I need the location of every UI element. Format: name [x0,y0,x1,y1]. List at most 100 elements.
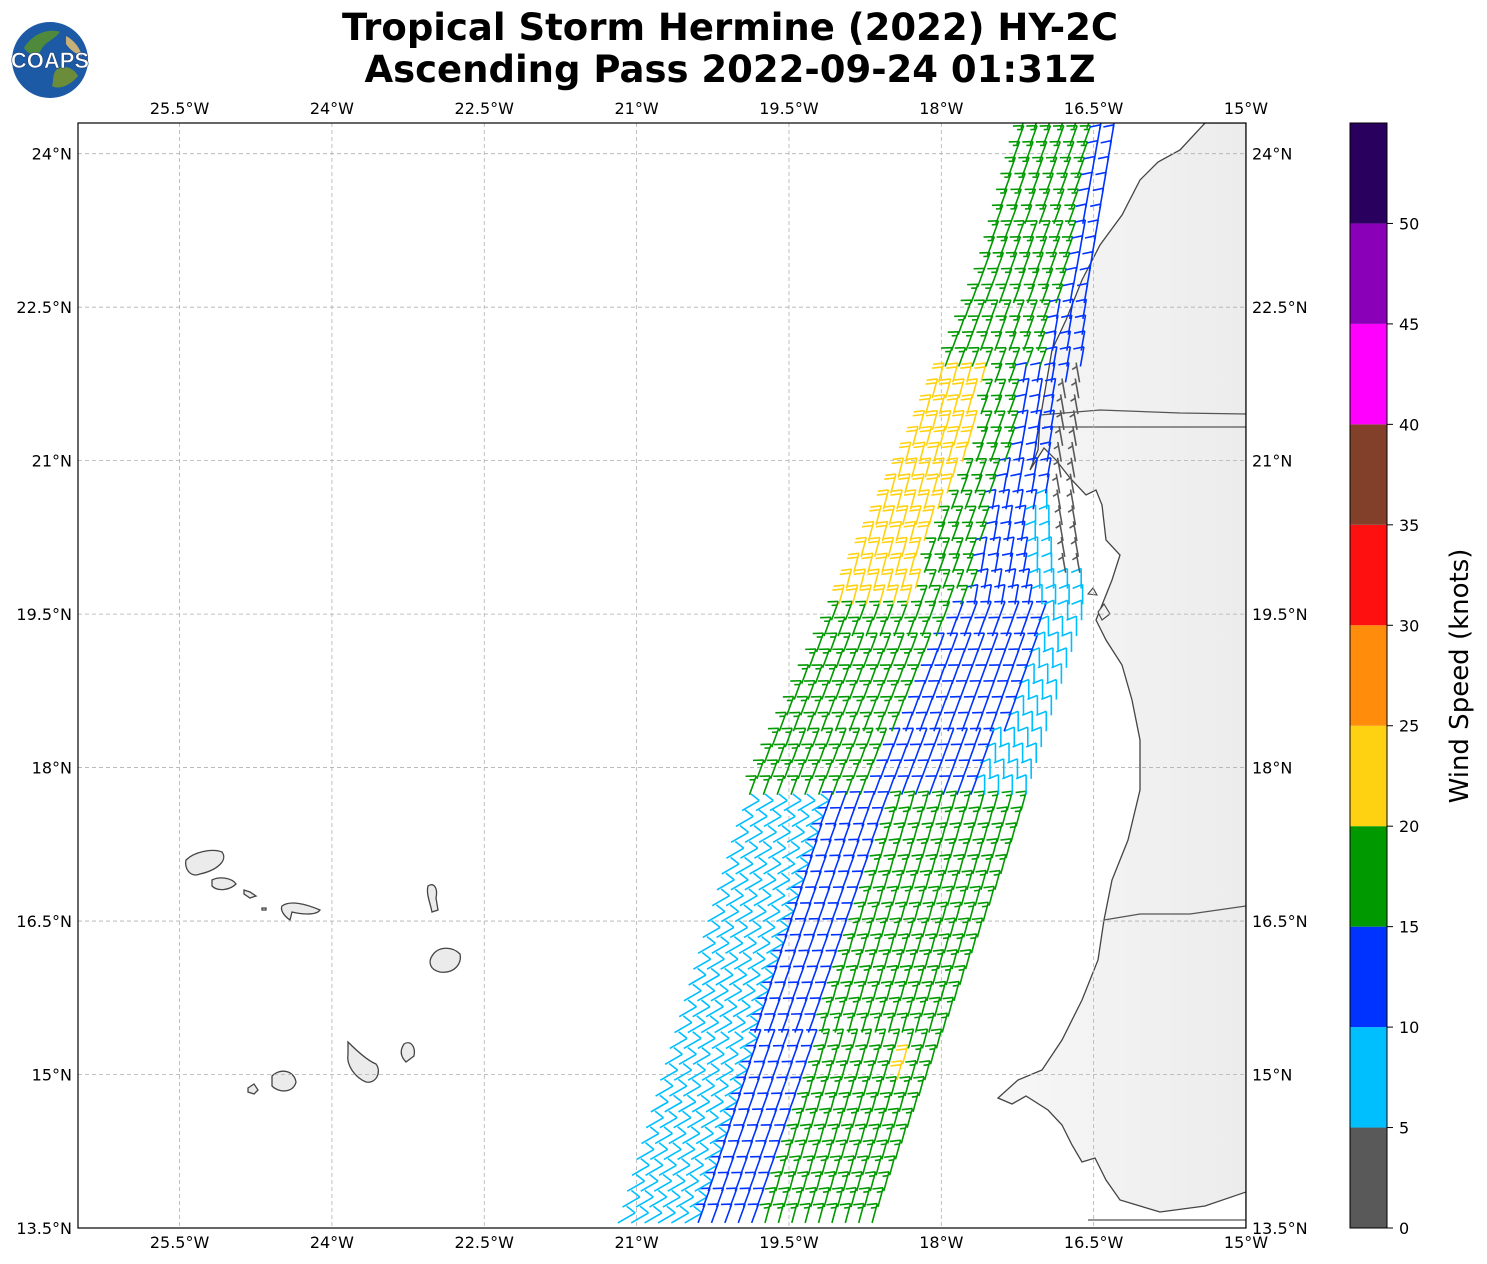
colorbar-tick-label: 25 [1399,717,1419,736]
wind-barb [791,856,810,875]
wind-barb [1008,648,1020,669]
wind-barb [1052,489,1062,510]
wind-barb [972,759,984,780]
wind-barb [898,806,910,827]
wind-barb [1000,632,1012,653]
map-title-line-1: Tropical Storm Hermine (2022) HY-2C [341,6,1119,49]
wind-barb [664,1094,683,1113]
wind-barb [1022,600,1034,621]
wind-barb [780,1139,793,1160]
wind-barb [739,1187,752,1208]
wind-barb [961,664,974,684]
wind-barb [799,1123,812,1144]
wind-barb [774,743,786,764]
wind-barb [855,600,867,621]
border-lines [1039,409,1246,1221]
wind-barb [879,1091,892,1113]
wind-barb [687,1062,706,1081]
wind-barb [960,949,972,970]
colorbar-bin [1350,1127,1387,1228]
wind-barb [1099,123,1105,129]
wind-barb [1026,457,1039,478]
wind-barb [842,1012,855,1033]
wind-barb [820,616,832,637]
wind-barb [977,695,990,716]
wind-barb [895,1123,908,1144]
wind-barb [753,888,772,907]
wind-barb [1056,536,1066,557]
wind-barb [752,1108,764,1129]
wind-barb [811,664,823,684]
wind-barb [749,809,768,828]
wind-barb [838,695,851,716]
wind-barb [849,1060,862,1081]
wind-barb [958,917,970,938]
wind-barb [886,584,900,605]
wind-barb [927,648,939,669]
wind-barb [987,790,1000,811]
wind-barb [856,775,868,795]
wind-barb [886,964,898,986]
wind-barb [739,888,758,907]
wind-barb [877,790,890,811]
wind-barb [760,743,772,764]
wind-barb [1076,140,1089,161]
wind-barb [694,1173,713,1192]
wind-barb [1067,188,1079,209]
wind-barb [994,600,1006,621]
wind-barb [1008,600,1020,621]
wind-barb [897,933,910,954]
wind-barb [801,743,813,764]
wind-barb [730,824,749,843]
wind-barb [830,933,843,954]
wind-barb [926,473,939,494]
wind-barb [867,822,879,843]
wind-barb [863,790,876,811]
wind-barb [831,711,844,732]
wind-barb [792,1028,804,1049]
wind-barb [795,840,815,859]
wind-barb [821,1060,834,1081]
wind-barb [835,790,848,811]
wind-barb [921,980,933,1002]
wind-barb [905,869,918,891]
wind-barb [962,331,974,351]
wind-barb [981,346,994,367]
wind-barb [884,806,896,827]
wind-barb [818,1186,831,1208]
x-tick-label-bottom: 18°W [919,1233,963,1252]
wind-barb [911,933,923,954]
wind-barb [899,648,912,669]
wind-barb [1043,599,1055,621]
wind-barb [925,775,937,795]
wind-barb [688,967,707,986]
wind-barb [838,870,850,891]
wind-barb [777,856,796,875]
wind-barb [911,853,923,875]
wind-barb [697,1031,716,1050]
wind-barb [958,759,971,780]
wind-barb [821,759,834,780]
wind-barb [791,1186,804,1208]
wind-barb [946,632,959,653]
wind-barb [870,933,882,954]
wind-barb [859,964,871,986]
wind-barb [942,996,955,1017]
wind-barb [893,664,905,684]
wind-barb [883,775,896,795]
wind-barb [900,885,912,906]
y-tick-label-left: 19.5°N [16,605,72,624]
wind-barb [702,920,721,939]
wind-barb [869,1044,881,1065]
wind-barb [789,711,801,732]
colorbar-bin [1350,926,1387,1028]
wind-barb [907,980,920,1002]
y-tick-label-left: 16.5°N [16,912,72,931]
axis-ticks: 25.5°W 25.5°W 24°W 24°W 22.5°W 22.5°W 21°W 21°W… [16,99,1307,1252]
wind-barb [919,869,932,891]
wind-barb [981,283,993,304]
wind-barb [673,1062,693,1081]
wind-barb [724,1078,743,1097]
wind-barb [832,886,845,906]
